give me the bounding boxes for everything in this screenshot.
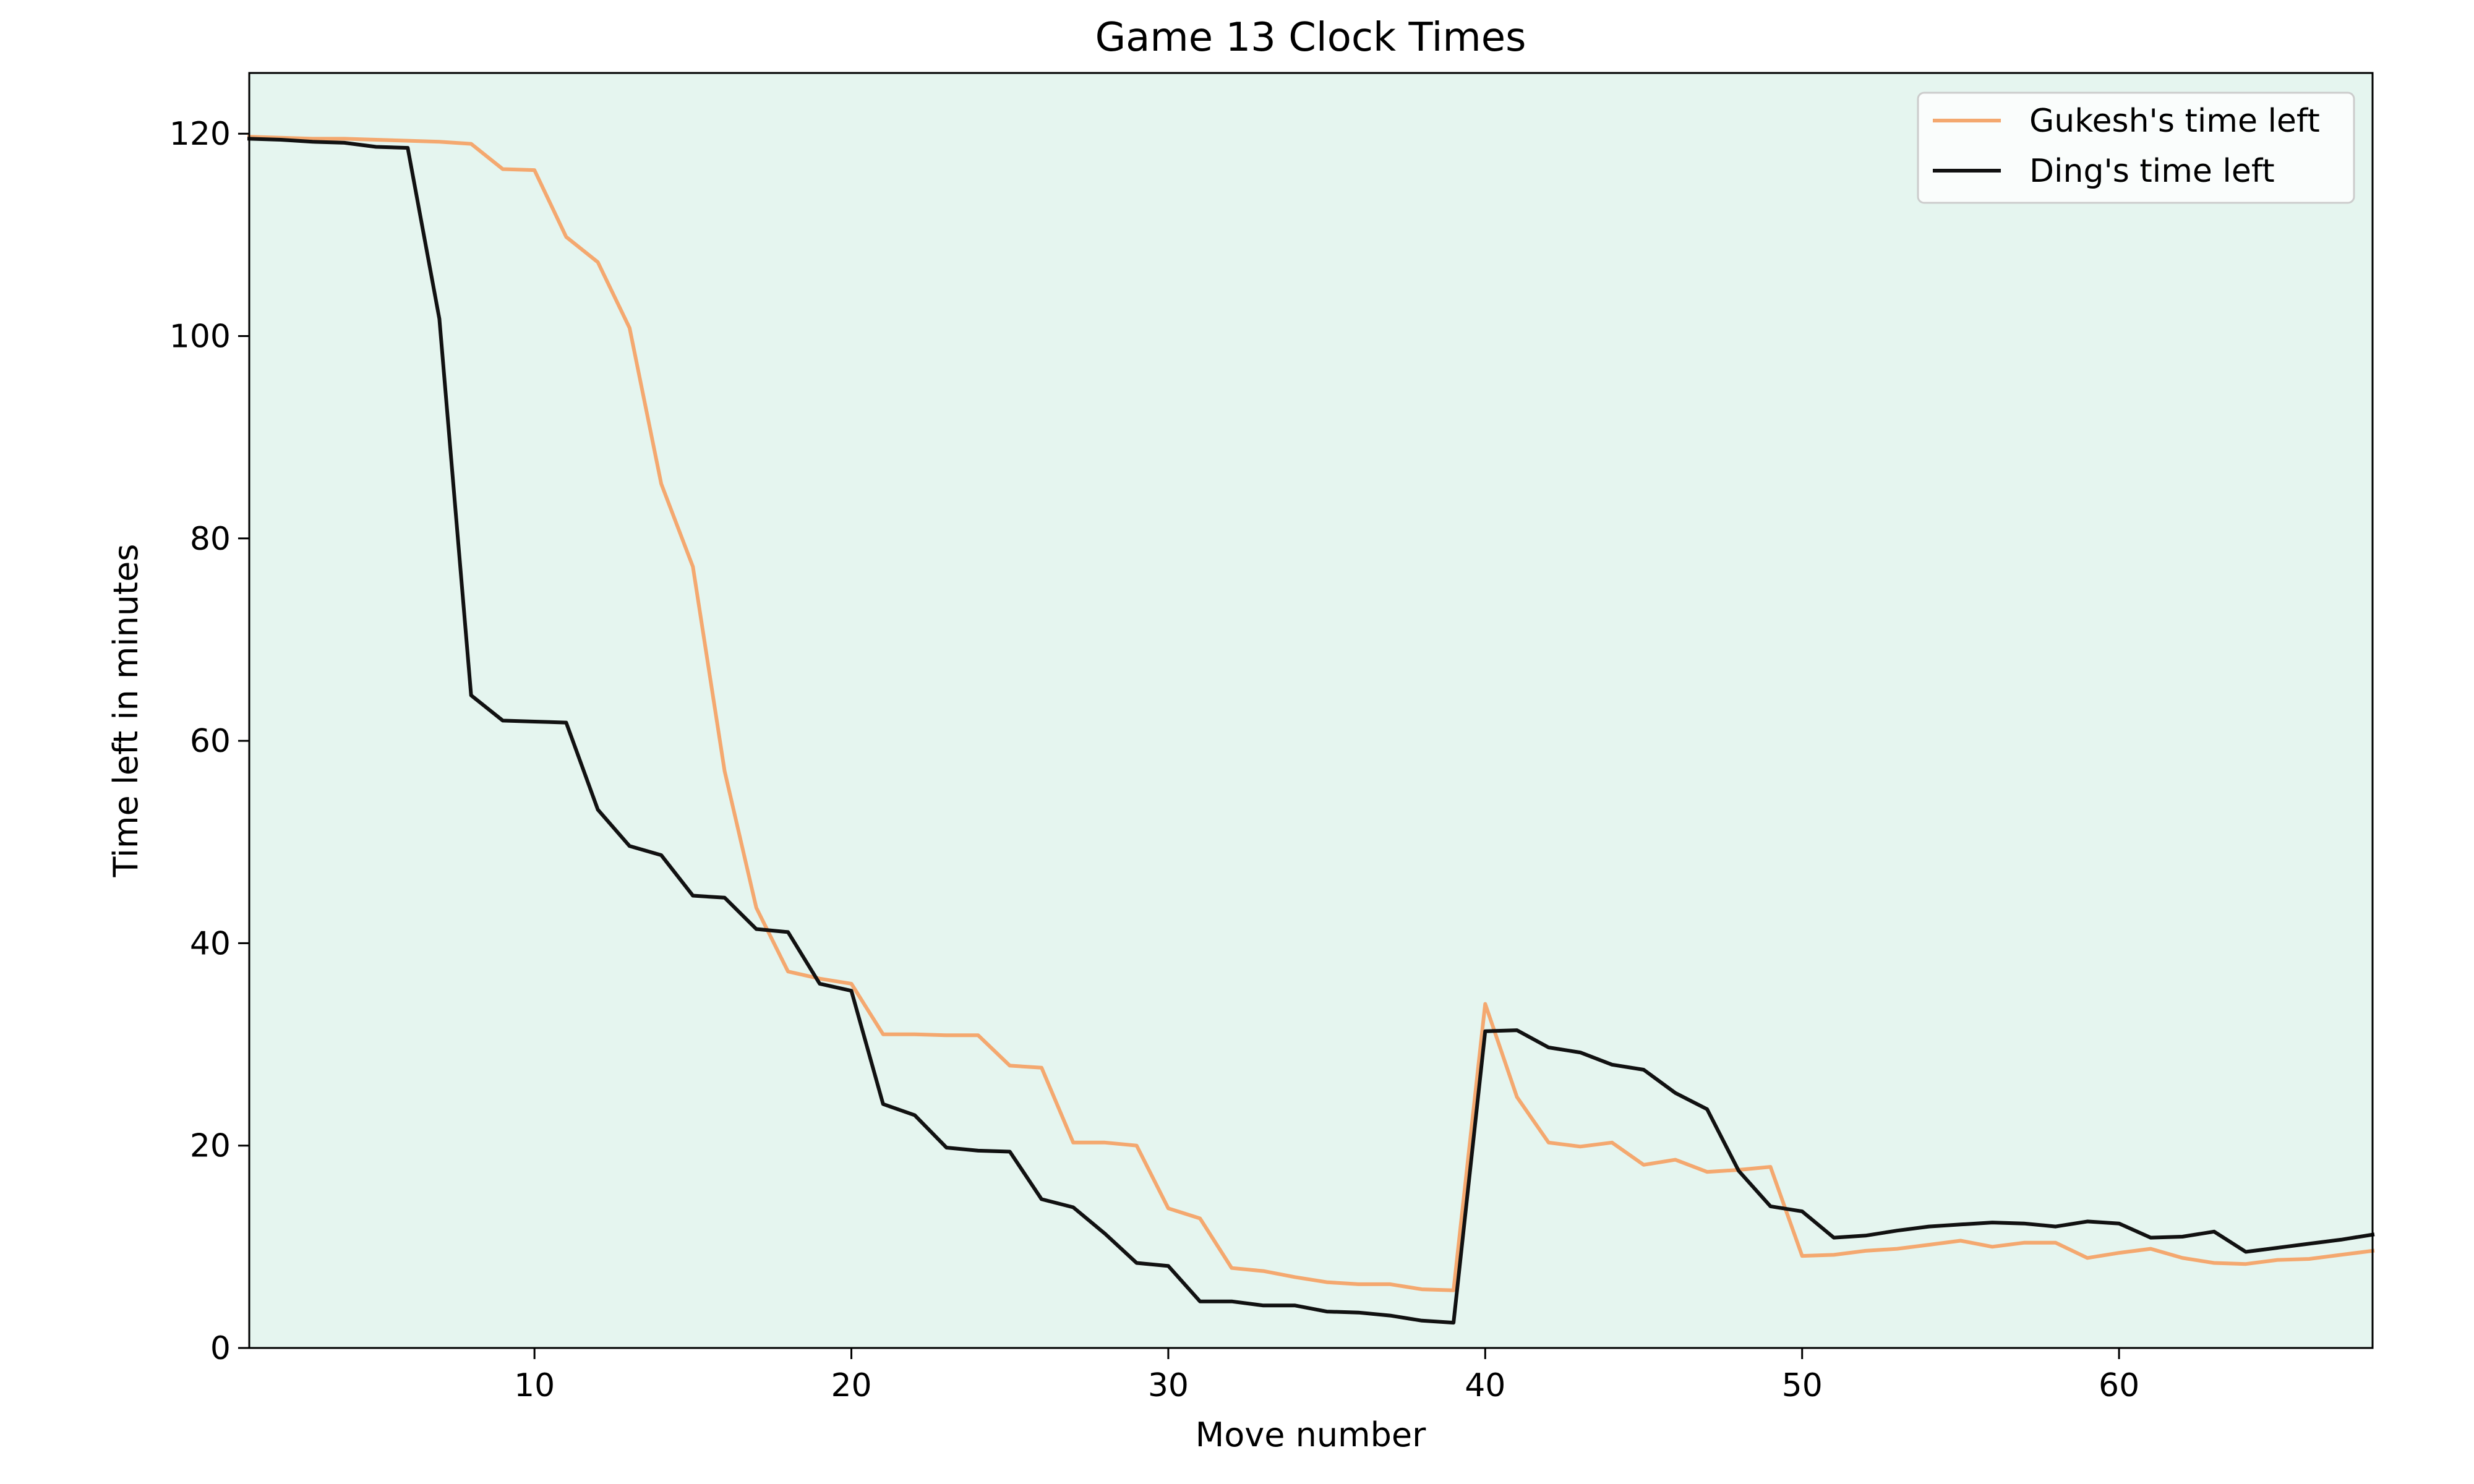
y-tick-label: 40 xyxy=(190,925,231,962)
plot-frame xyxy=(248,72,2374,1349)
legend-label-ding: Ding's time left xyxy=(2029,153,2275,190)
x-tick-label: 20 xyxy=(831,1367,871,1404)
y-tick-label: 100 xyxy=(169,318,231,355)
series-line-0 xyxy=(247,135,2375,1292)
series-line-1 xyxy=(247,137,2375,1325)
legend: Gukesh's time left Ding's time left xyxy=(1917,92,2355,204)
x-tick-label: 30 xyxy=(1148,1367,1189,1404)
y-tick-label: 0 xyxy=(210,1330,231,1367)
y-tick-label: 120 xyxy=(169,116,231,153)
x-tick-label: 60 xyxy=(2099,1367,2139,1404)
plot-background xyxy=(249,73,2373,1348)
y-tick-label: 20 xyxy=(190,1128,231,1165)
x-axis-ticks: 10 20 30 40 50 60 xyxy=(514,1348,2139,1404)
legend-label-gukesh: Gukesh's time left xyxy=(2029,103,2320,140)
x-axis-label: Move number xyxy=(1196,1415,1427,1454)
x-tick-label: 50 xyxy=(1782,1367,1823,1404)
legend-box xyxy=(1917,92,2355,204)
y-tick-label: 80 xyxy=(190,521,231,558)
y-axis-label: Time left in minutes xyxy=(106,544,145,878)
series-layer xyxy=(247,135,2375,1325)
y-axis-ticks: 0 20 40 60 80 100 120 xyxy=(169,116,249,1367)
y-tick-label: 60 xyxy=(190,723,231,760)
chart-title: Game 13 Clock Times xyxy=(1095,15,1526,61)
x-tick-label: 10 xyxy=(514,1367,555,1404)
x-tick-label: 40 xyxy=(1465,1367,1505,1404)
